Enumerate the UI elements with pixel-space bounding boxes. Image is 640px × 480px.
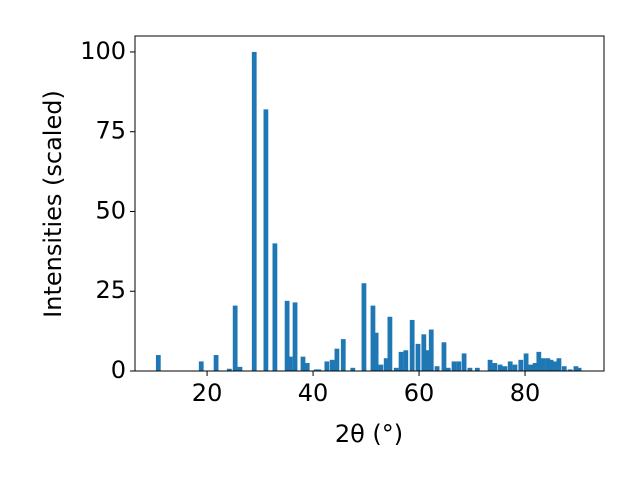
bar <box>576 367 582 371</box>
bar <box>340 339 346 371</box>
bar <box>573 366 579 371</box>
bar <box>536 351 542 371</box>
bar <box>502 366 508 371</box>
x-tick-label: 80 <box>510 379 541 407</box>
bar <box>287 356 293 371</box>
y-tick-label: 75 <box>95 117 126 145</box>
y-tick-label: 0 <box>111 356 126 384</box>
bar <box>523 353 529 371</box>
bar <box>451 361 457 371</box>
bar <box>373 332 379 371</box>
bar <box>263 109 269 371</box>
bar <box>548 359 554 371</box>
bar <box>409 319 415 371</box>
x-tick-label: 40 <box>298 379 329 407</box>
bar <box>313 369 319 371</box>
bar <box>497 364 503 371</box>
bar <box>512 364 518 371</box>
bar <box>387 316 393 371</box>
bar <box>292 302 298 371</box>
bar <box>561 366 567 371</box>
bar <box>393 367 399 371</box>
bar <box>545 358 551 371</box>
bar <box>304 363 310 371</box>
bar <box>532 363 538 371</box>
bar <box>434 366 440 371</box>
bar <box>198 361 204 371</box>
y-tick-label: 50 <box>95 196 126 224</box>
bar <box>370 305 376 371</box>
bar <box>284 300 290 371</box>
bar <box>441 342 447 371</box>
y-tick-label: 25 <box>95 276 126 304</box>
plot-frame <box>134 35 605 372</box>
bar <box>421 334 427 371</box>
bar <box>226 368 232 371</box>
bar <box>474 367 480 371</box>
bar <box>456 361 462 371</box>
bar <box>556 358 562 371</box>
bar <box>300 356 306 371</box>
bar <box>324 361 330 371</box>
bar <box>398 351 404 371</box>
bar <box>155 355 161 371</box>
bar <box>487 359 493 371</box>
y-axis-label: Intensities (scaled) <box>39 90 67 318</box>
bar <box>237 366 243 371</box>
x-tick-label: 20 <box>192 379 223 407</box>
bar <box>378 364 384 371</box>
bar <box>415 343 421 371</box>
bar <box>329 359 335 371</box>
bar <box>316 369 322 371</box>
bar <box>528 364 534 371</box>
bar <box>350 367 356 371</box>
bar <box>334 348 340 371</box>
bar <box>361 283 367 371</box>
bar <box>540 358 546 371</box>
bar <box>251 51 257 371</box>
bar <box>467 367 473 371</box>
x-axis-label: 2θ (°) <box>335 420 403 448</box>
bar <box>232 305 238 371</box>
bar <box>461 353 467 371</box>
bar <box>272 243 278 371</box>
bar <box>403 350 409 371</box>
bar <box>425 350 431 371</box>
bar <box>518 359 524 371</box>
bar <box>492 363 498 371</box>
bar <box>507 361 513 371</box>
bar <box>552 361 558 371</box>
bar <box>428 329 434 371</box>
bar <box>567 369 573 371</box>
x-tick-label: 60 <box>404 379 435 407</box>
y-tick-label: 100 <box>80 37 126 65</box>
bar <box>383 358 389 371</box>
bar <box>445 367 451 371</box>
bar <box>213 355 219 371</box>
